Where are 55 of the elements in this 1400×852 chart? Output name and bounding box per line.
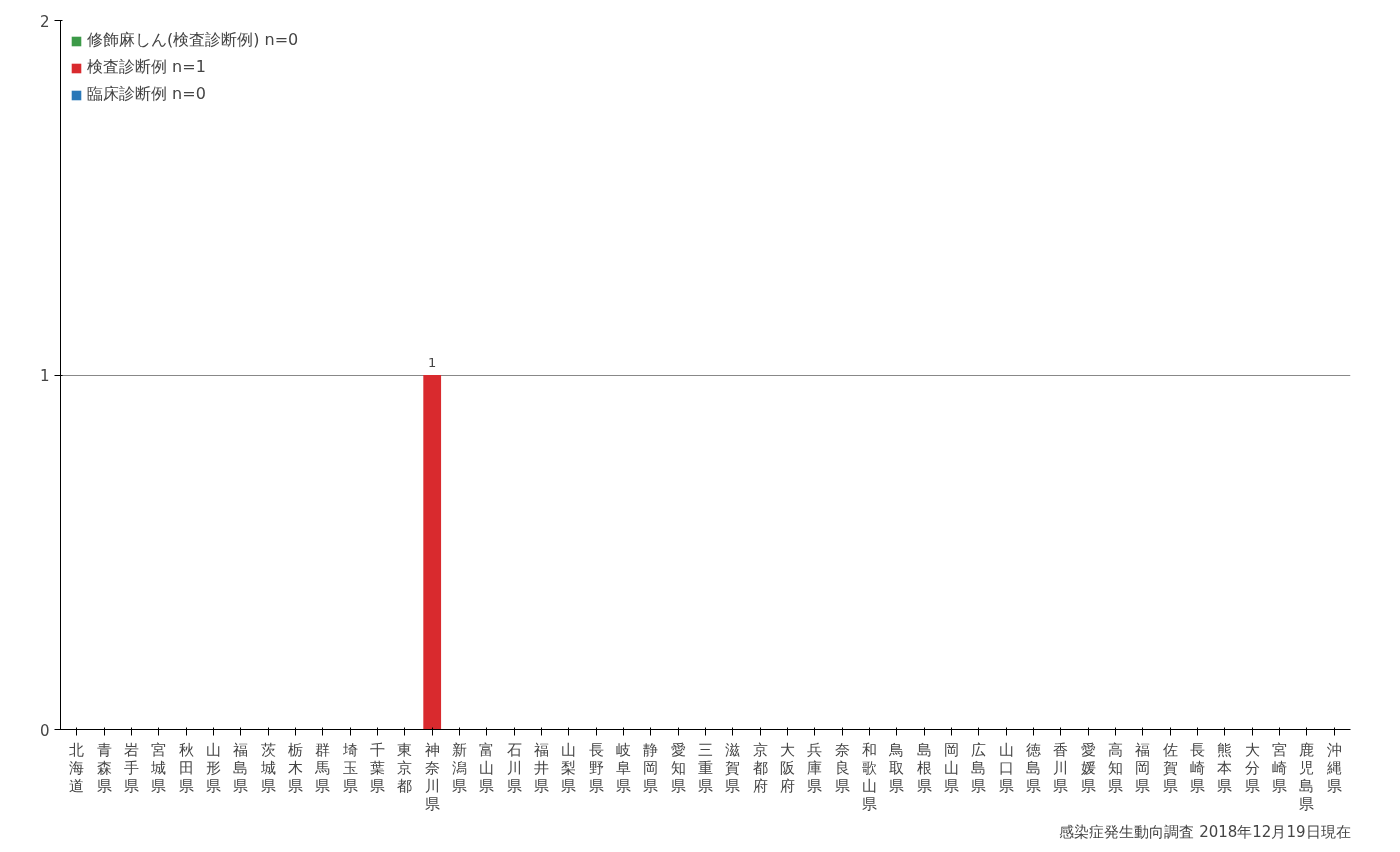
x-tick-label: 栃木県 — [288, 740, 304, 795]
x-tick-label: 奈良県 — [834, 740, 850, 795]
x-tick-label: 静岡県 — [643, 740, 659, 795]
x-tick-label: 大分県 — [1244, 740, 1260, 795]
y-tick-label: 2 — [39, 12, 50, 31]
x-tick-label: 高知県 — [1107, 740, 1123, 795]
x-tick-label: 神奈川県 — [424, 740, 440, 813]
x-tick-label: 愛知県 — [670, 740, 686, 795]
x-tick-label: 佐賀県 — [1162, 740, 1178, 795]
x-tick-label: 秋田県 — [178, 740, 194, 795]
x-tick-label: 広島県 — [971, 740, 987, 795]
x-tick-label: 大阪府 — [779, 740, 795, 795]
legend-label: 修飾麻しん(検査診断例) n=0 — [87, 30, 299, 51]
x-tick-label: 沖縄県 — [1325, 740, 1342, 795]
x-tick-label: 鳥取県 — [888, 740, 905, 795]
text: 感染症発生動向調査 2018年12月19日現在 — [1059, 822, 1351, 841]
x-tick-label: 石川県 — [506, 740, 522, 795]
x-tick-label: 岡山県 — [943, 740, 959, 795]
x-tick-label: 埼玉県 — [341, 740, 358, 795]
x-tick-label: 山口県 — [998, 740, 1014, 795]
x-tick-label: 兵庫県 — [807, 740, 823, 795]
x-tick-label: 宮崎県 — [1271, 740, 1287, 795]
x-tick-label: 岩手県 — [124, 740, 140, 795]
x-tick-label: 長崎県 — [1189, 740, 1205, 795]
x-tick-label: 富山県 — [479, 740, 495, 795]
x-tick-label: 三重県 — [698, 740, 713, 795]
x-tick-label: 青森県 — [96, 740, 112, 795]
x-tick-label: 群馬県 — [314, 740, 331, 795]
x-tick-label: 茨城県 — [259, 740, 276, 795]
x-tick-label: 山形県 — [206, 740, 222, 795]
x-tick-label: 徳島県 — [1025, 740, 1041, 795]
x-tick-label: 福岡県 — [1135, 740, 1151, 795]
x-tick-label: 岐阜県 — [616, 740, 632, 795]
y-tick-label: 0 — [39, 721, 50, 740]
x-tick-label: 鹿児島県 — [1299, 740, 1315, 813]
x-tick-label: 島根県 — [916, 740, 932, 795]
x-tick-label: 山梨県 — [561, 740, 577, 795]
x-tick-label: 福井県 — [534, 740, 550, 795]
x-tick-label: 福島県 — [233, 740, 249, 795]
data-label: 1 — [428, 355, 437, 370]
x-tick-label: 長野県 — [588, 740, 604, 795]
legend-label: 臨床診断例 n=0 — [87, 84, 206, 105]
y-tick-label: 1 — [39, 367, 50, 385]
x-tick-label: 和歌山県 — [861, 740, 877, 813]
x-tick-label: 滋賀県 — [725, 740, 741, 795]
x-tick-label: 香川県 — [1053, 740, 1069, 795]
x-tick-label: 京都府 — [752, 740, 768, 795]
legend-label: 検査診断例 n=1 — [87, 57, 206, 78]
x-tick-label: 千葉県 — [370, 740, 386, 795]
x-tick-label: 東京都 — [397, 740, 413, 795]
x-tick-label: 熊本県 — [1217, 740, 1233, 795]
x-tick-label: 宮城県 — [150, 740, 167, 795]
x-tick-label: 北海道 — [69, 740, 85, 795]
x-tick-label: 新潟県 — [452, 740, 468, 795]
x-tick-label: 愛媛県 — [1080, 740, 1096, 795]
